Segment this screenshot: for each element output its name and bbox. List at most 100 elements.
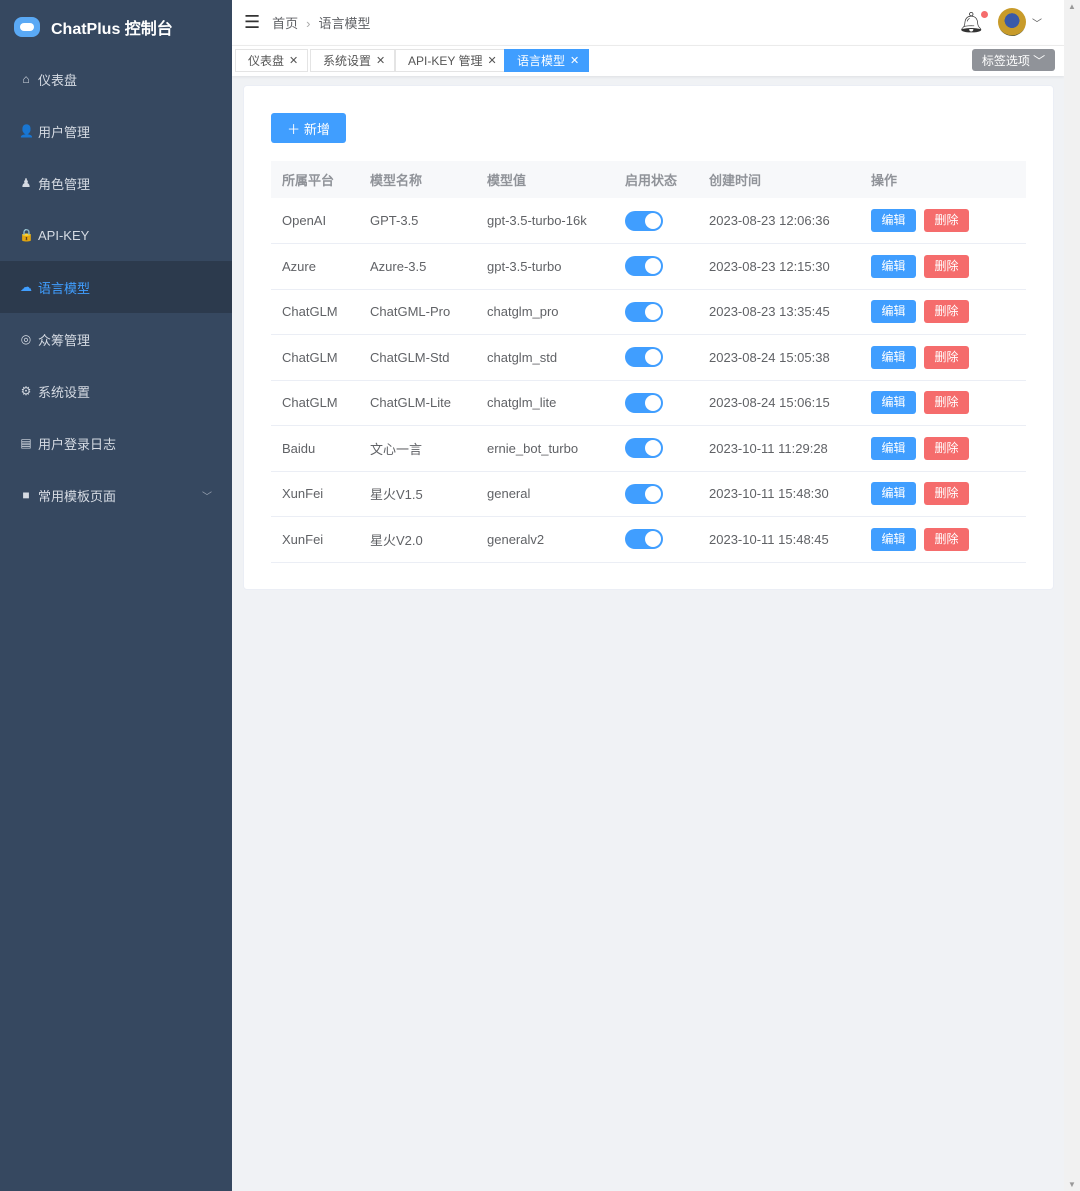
sidebar-item-8[interactable]: ■ 常用模板页面 ﹀: [0, 469, 232, 521]
tab-0[interactable]: 仪表盘 ✕: [235, 49, 309, 72]
enabled-toggle[interactable]: [625, 347, 663, 368]
actions-cell: 编辑 删除: [860, 380, 1026, 426]
tab-label: 仪表盘: [248, 54, 285, 68]
edit-button[interactable]: 编辑: [871, 391, 916, 415]
edit-button[interactable]: 编辑: [871, 345, 916, 369]
value-cell: gpt-3.5-turbo-16k: [476, 198, 614, 244]
table-row: ChatGLM ChatGLM-Lite chatglm_lite 2023-0…: [271, 380, 1026, 426]
platform-cell: Baidu: [271, 425, 359, 472]
value-cell: chatglm_pro: [476, 289, 614, 335]
tags-bar: 标签选项 ﹀ 仪表盘 ✕ 系统设置 ✕ API-KEY 管理 ✕ 语言模型 ✕: [232, 46, 1064, 76]
column-header: 模型值: [476, 161, 614, 198]
delete-button[interactable]: 删除: [924, 391, 969, 415]
enabled-toggle[interactable]: [625, 301, 663, 322]
sidebar-item-6[interactable]: ⚙ 系统设置: [0, 365, 232, 417]
header: ☰ 首页 › 语言模型 🔔︎ ﹀: [232, 0, 1064, 46]
tab-2[interactable]: API-KEY 管理 ✕: [395, 49, 507, 72]
delete-button[interactable]: 删除: [924, 300, 969, 324]
enabled-toggle[interactable]: [625, 210, 663, 231]
close-icon[interactable]: ✕: [289, 55, 299, 67]
delete-button[interactable]: 删除: [924, 254, 969, 278]
delete-button[interactable]: 删除: [924, 345, 969, 369]
enabled-toggle[interactable]: [625, 392, 663, 413]
sidebar-item-4[interactable]: ☁ 语言模型: [0, 261, 232, 313]
scroll-up-icon[interactable]: ▲: [1068, 2, 1076, 11]
delete-button[interactable]: 删除: [924, 482, 969, 506]
menu-toggle-icon[interactable]: ☰: [244, 12, 261, 32]
home-icon: ⌂: [22, 72, 30, 86]
enabled-toggle[interactable]: [625, 438, 663, 459]
sidebar-item-5[interactable]: ◎ 众筹管理: [0, 313, 232, 365]
table-row: XunFei 星火V1.5 general 2023-10-11 15:48:3…: [271, 471, 1026, 517]
edit-button[interactable]: 编辑: [871, 527, 916, 551]
table-row: OpenAI GPT-3.5 gpt-3.5-turbo-16k 2023-08…: [271, 198, 1026, 244]
sidebar-item-2[interactable]: ♟ 角色管理: [0, 157, 232, 209]
calendar-icon: ▤: [20, 436, 32, 450]
actions-cell: 编辑 删除: [860, 289, 1026, 335]
sidebar-item-label: 仪表盘: [38, 72, 78, 88]
avatar[interactable]: [998, 8, 1026, 36]
edit-button[interactable]: 编辑: [871, 482, 916, 506]
user-icon: 👤: [19, 124, 34, 138]
actions-cell: 编辑 删除: [860, 471, 1026, 517]
sidebar-item-7[interactable]: ▤ 用户登录日志: [0, 417, 232, 469]
close-icon[interactable]: ✕: [487, 55, 497, 67]
sidebar-item-label: 系统设置: [38, 384, 91, 400]
content-card: ＋ 新增 所属平台 模型名称 模型值 启用状态 创建时间 操作 OpenAI GPT-3.…: [243, 85, 1054, 590]
status-cell: [614, 243, 698, 290]
edit-button[interactable]: 编辑: [871, 436, 916, 460]
tab-label: 系统设置: [323, 54, 372, 68]
status-cell: [614, 198, 698, 244]
value-cell: chatglm_std: [476, 334, 614, 381]
created-cell: 2023-10-11 15:48:30: [698, 471, 860, 517]
edit-button[interactable]: 编辑: [871, 300, 916, 324]
chevron-down-icon[interactable]: ﹀: [1032, 18, 1042, 30]
tab-label: API-KEY 管理: [408, 54, 483, 68]
sidebar-item-1[interactable]: 👤 用户管理: [0, 105, 232, 157]
tab-3[interactable]: 语言模型 ✕: [504, 49, 590, 72]
value-cell: generalv2: [476, 516, 614, 563]
platform-cell: OpenAI: [271, 198, 359, 244]
scroll-down-icon[interactable]: ▼: [1068, 1180, 1076, 1189]
status-cell: [614, 516, 698, 563]
platform-cell: XunFei: [271, 516, 359, 563]
add-button[interactable]: ＋ 新增: [271, 113, 346, 143]
bell-icon[interactable]: 🔔︎: [959, 10, 988, 35]
close-icon[interactable]: ✕: [570, 55, 580, 67]
sidebar-item-label: 常用模板页面: [38, 488, 117, 504]
platform-cell: ChatGLM: [271, 380, 359, 426]
model-icon: ☁: [20, 280, 32, 294]
sidebar-item-3[interactable]: 🔒 API-KEY: [0, 209, 232, 261]
medal-icon: ◎: [20, 332, 32, 346]
gear-icon: ⚙: [20, 384, 32, 398]
tab-1[interactable]: 系统设置 ✕: [310, 49, 396, 72]
status-cell: [614, 289, 698, 335]
logo[interactable]: ChatPlus 控制台: [0, 0, 232, 53]
table-row: Baidu 文心一言 ernie_bot_turbo 2023-10-11 11…: [271, 425, 1026, 472]
tag-options-button[interactable]: 标签选项 ﹀: [972, 49, 1055, 71]
enabled-toggle[interactable]: [625, 529, 663, 550]
scrollbar[interactable]: ▲ ▼: [1064, 0, 1080, 1191]
enabled-toggle[interactable]: [625, 483, 663, 504]
column-header: 模型名称: [359, 161, 476, 198]
breadcrumb-home[interactable]: 首页: [272, 16, 299, 31]
value-cell: gpt-3.5-turbo: [476, 243, 614, 290]
close-icon[interactable]: ✕: [376, 55, 386, 67]
actions-cell: 编辑 删除: [860, 425, 1026, 472]
column-header: 操作: [860, 161, 1026, 198]
sidebar-item-0[interactable]: ⌂ 仪表盘: [0, 53, 232, 105]
column-header: 所属平台: [271, 161, 359, 198]
add-label: 新增: [303, 121, 330, 137]
edit-button[interactable]: 编辑: [871, 254, 916, 278]
value-cell: chatglm_lite: [476, 380, 614, 426]
enabled-toggle[interactable]: [625, 256, 663, 277]
app-title: ChatPlus 控制台: [51, 20, 173, 38]
model-table: 所属平台 模型名称 模型值 启用状态 创建时间 操作 OpenAI GPT-3.5 gpt…: [271, 161, 1026, 563]
name-cell: ChatGLM-Std: [359, 334, 476, 381]
delete-button[interactable]: 删除: [924, 527, 969, 551]
delete-button[interactable]: 删除: [924, 209, 969, 232]
edit-button[interactable]: 编辑: [871, 209, 916, 232]
column-header: 创建时间: [698, 161, 860, 198]
delete-button[interactable]: 删除: [924, 436, 969, 460]
table-row: ChatGLM ChatGLM-Std chatglm_std 2023-08-…: [271, 334, 1026, 381]
